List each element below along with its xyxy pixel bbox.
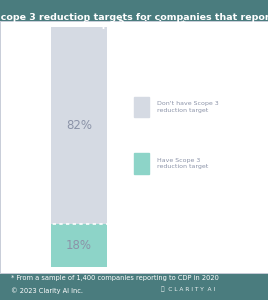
Text: Scope 3 emissions*: Scope 3 emissions* bbox=[83, 20, 185, 29]
Text: 82%: 82% bbox=[66, 119, 92, 132]
Bar bbox=[134, 153, 150, 173]
Text: Have Scope 3
reduction target: Have Scope 3 reduction target bbox=[157, 158, 209, 169]
Text: Don't have Scope 3
reduction target: Don't have Scope 3 reduction target bbox=[157, 101, 219, 112]
Text: 18%: 18% bbox=[66, 239, 92, 252]
Bar bbox=[51, 27, 107, 224]
Text: Ⓒ  C L A R I T Y  A I: Ⓒ C L A R I T Y A I bbox=[161, 287, 215, 292]
Text: © 2023 Clarity AI Inc.: © 2023 Clarity AI Inc. bbox=[11, 287, 83, 294]
Bar bbox=[134, 97, 150, 117]
Bar bbox=[51, 224, 107, 267]
Text: Scope 3 reduction targets for companies that report: Scope 3 reduction targets for companies … bbox=[0, 14, 268, 22]
Text: * From a sample of 1,400 companies reporting to CDP in 2020: * From a sample of 1,400 companies repor… bbox=[11, 275, 219, 281]
